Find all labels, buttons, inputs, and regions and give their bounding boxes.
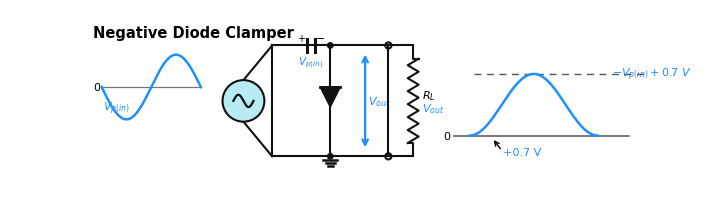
Circle shape — [328, 44, 333, 49]
Text: +0.7 V: +0.7 V — [503, 148, 541, 158]
Text: $V_{p(in)}$: $V_{p(in)}$ — [298, 55, 323, 71]
Text: $V_{out}$: $V_{out}$ — [368, 95, 391, 108]
Text: −: − — [315, 34, 325, 44]
Polygon shape — [320, 88, 341, 108]
Text: $-V_{p(in)}+0.7$ V: $-V_{p(in)}+0.7$ V — [611, 66, 691, 83]
Text: 0: 0 — [93, 83, 100, 93]
Text: 0: 0 — [444, 131, 451, 141]
Text: $V_{out}$: $V_{out}$ — [423, 102, 445, 116]
Circle shape — [222, 81, 264, 122]
Text: $V_{p(in)}$: $V_{p(in)}$ — [103, 100, 130, 117]
Circle shape — [328, 154, 333, 159]
Text: $R_L$: $R_L$ — [423, 88, 436, 102]
Text: Negative Diode Clamper: Negative Diode Clamper — [93, 26, 294, 41]
Text: +: + — [297, 34, 305, 44]
